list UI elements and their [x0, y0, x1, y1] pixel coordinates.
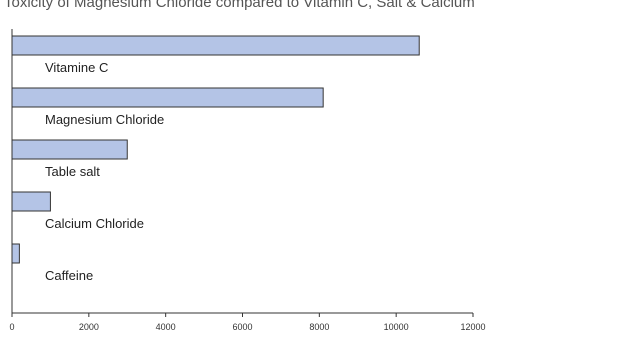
x-tick-label-3: 6000 [232, 322, 252, 332]
x-tick-label-6: 12000 [460, 322, 485, 332]
bar-2 [11, 139, 128, 160]
chart-title: Toxicity of Magnesium Chloride compared … [4, 0, 475, 11]
category-label-3: Calcium Chloride [45, 216, 144, 231]
x-axis-ticks: 0 2000 4000 6000 8000 10000 12000 [9, 313, 486, 332]
x-tick-label-4: 8000 [309, 322, 329, 332]
bar-4 [11, 243, 20, 264]
bar-3 [11, 191, 51, 212]
x-tick-label-0: 0 [9, 322, 14, 332]
bar-0 [11, 35, 420, 56]
x-tick-label-1: 2000 [79, 322, 99, 332]
category-label-1: Magnesium Chloride [45, 112, 164, 127]
x-tick-label-5: 10000 [384, 322, 409, 332]
x-tick-label-2: 4000 [156, 322, 176, 332]
category-label-4: Caffeine [45, 268, 93, 283]
category-label-0: Vitamine C [45, 60, 108, 75]
category-labels: Vitamine C Magnesium Chloride Table salt Ca… [45, 60, 164, 283]
bar-1 [11, 87, 324, 108]
category-label-2: Table salt [45, 164, 100, 179]
